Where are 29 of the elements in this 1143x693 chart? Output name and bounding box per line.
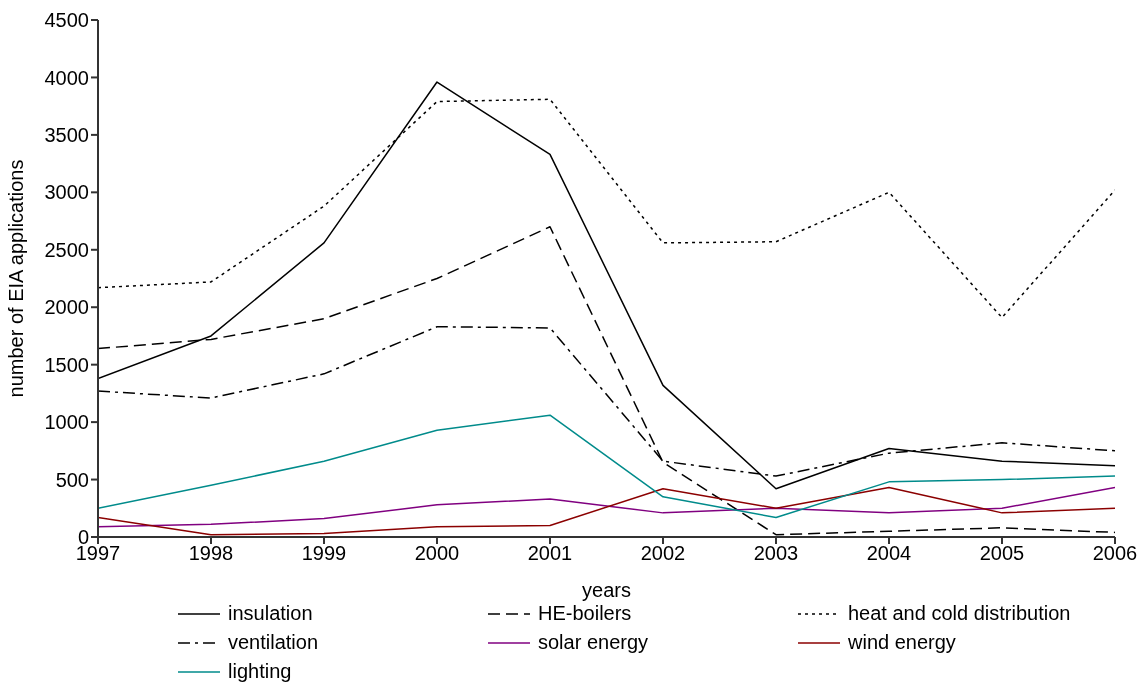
x-tick-label: 2000 <box>414 542 460 565</box>
y-tick-label: 3500 <box>44 123 89 146</box>
legend-label: insulation <box>228 602 313 625</box>
legend-label: heat and cold distribution <box>848 602 1071 625</box>
x-tick-label: 2001 <box>527 542 573 565</box>
x-tick-label: 2005 <box>979 542 1025 565</box>
legend-label: HE-boilers <box>538 602 632 625</box>
x-tick-label: 1998 <box>188 542 234 565</box>
x-tick-label: 2006 <box>1092 542 1138 565</box>
y-tick-label: 4500 <box>44 9 89 32</box>
x-tick-label: 1999 <box>301 542 347 565</box>
legend-label: solar energy <box>538 631 649 654</box>
x-tick-label: 2003 <box>753 542 799 565</box>
y-axis-title: number of EIA applications <box>5 159 28 398</box>
y-tick-label: 500 <box>55 468 89 491</box>
y-tick-label: 4000 <box>44 66 89 89</box>
legend-label: wind energy <box>848 631 956 654</box>
x-axis-title: years <box>582 579 631 601</box>
legend-label: lighting <box>228 660 292 683</box>
line-series <box>98 414 1115 519</box>
y-tick-label: 1500 <box>44 353 89 376</box>
y-tick-label: 1000 <box>44 411 89 434</box>
x-tick-label: 2004 <box>866 542 912 565</box>
y-tick-label: 2000 <box>44 296 89 319</box>
x-tick-label: 2002 <box>640 542 686 565</box>
y-tick-label: 3000 <box>44 181 89 204</box>
y-tick-label: 2500 <box>44 238 89 261</box>
legend-label: ventilation <box>228 631 319 654</box>
line-series <box>98 486 1115 528</box>
